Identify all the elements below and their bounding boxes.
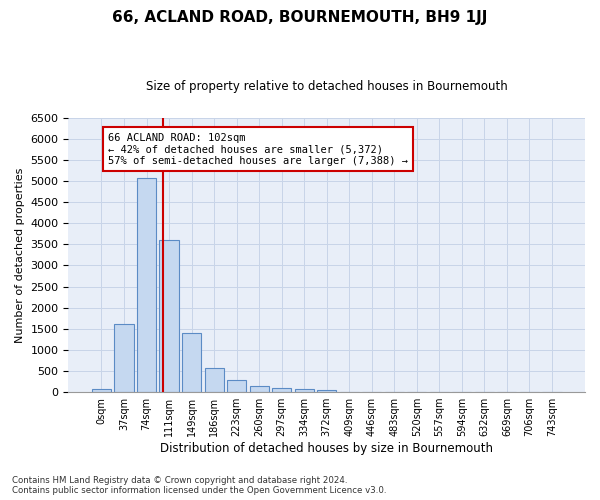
Text: Contains HM Land Registry data © Crown copyright and database right 2024.
Contai: Contains HM Land Registry data © Crown c… — [12, 476, 386, 495]
Bar — [115, 324, 134, 392]
Title: Size of property relative to detached houses in Bournemouth: Size of property relative to detached ho… — [146, 80, 508, 93]
Bar — [160, 240, 179, 392]
Bar — [317, 390, 336, 392]
Bar — [92, 389, 111, 392]
Bar — [250, 386, 269, 392]
Bar — [182, 333, 201, 392]
Bar — [227, 380, 246, 392]
X-axis label: Distribution of detached houses by size in Bournemouth: Distribution of detached houses by size … — [160, 442, 493, 455]
Bar — [272, 388, 291, 392]
Bar — [137, 178, 156, 392]
Bar — [205, 368, 224, 392]
Bar — [295, 389, 314, 392]
Text: 66 ACLAND ROAD: 102sqm
← 42% of detached houses are smaller (5,372)
57% of semi-: 66 ACLAND ROAD: 102sqm ← 42% of detached… — [108, 132, 408, 166]
Text: 66, ACLAND ROAD, BOURNEMOUTH, BH9 1JJ: 66, ACLAND ROAD, BOURNEMOUTH, BH9 1JJ — [112, 10, 488, 25]
Y-axis label: Number of detached properties: Number of detached properties — [15, 167, 25, 342]
